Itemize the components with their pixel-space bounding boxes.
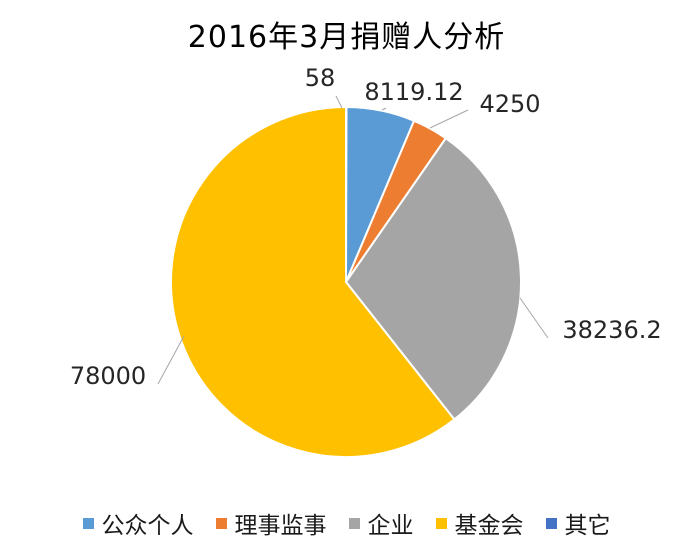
chart-legend: 公众个人 理事监事 企业 基金会 其它 bbox=[0, 506, 693, 540]
legend-item-4: 基金会 bbox=[435, 506, 524, 540]
pie-slice-3 bbox=[344, 136, 522, 421]
legend-label: 基金会 bbox=[454, 513, 524, 539]
legend-swatch bbox=[82, 517, 94, 529]
leader-line-3 bbox=[519, 297, 549, 339]
chart-title: 2016年3月捐赠人分析 bbox=[187, 20, 506, 55]
legend-label: 公众个人 bbox=[101, 513, 194, 539]
leader-line-2 bbox=[429, 109, 469, 129]
leader-line-4 bbox=[157, 335, 185, 385]
legend-swatch bbox=[215, 517, 227, 529]
legend-swatch bbox=[435, 517, 447, 529]
data-label-5: 58 bbox=[305, 64, 336, 92]
data-label-2: 4250 bbox=[479, 90, 540, 118]
legend-item-1: 公众个人 bbox=[82, 506, 194, 540]
legend-item-3: 企业 bbox=[348, 506, 414, 540]
legend-swatch bbox=[348, 517, 360, 529]
leader-line-5 bbox=[335, 95, 343, 109]
legend-item-5: 其它 bbox=[545, 506, 611, 540]
legend-label: 企业 bbox=[367, 513, 414, 539]
data-label-4: 78000 bbox=[70, 362, 146, 390]
legend-swatch bbox=[545, 517, 557, 529]
data-label-3: 38236.2 bbox=[562, 316, 661, 344]
legend-label: 理事监事 bbox=[234, 513, 327, 539]
pie-slice-4 bbox=[170, 105, 456, 458]
data-label-1: 8119.12 bbox=[364, 78, 463, 106]
legend-label: 其它 bbox=[564, 513, 611, 539]
leader-line-1 bbox=[381, 107, 387, 111]
legend-item-2: 理事监事 bbox=[215, 506, 327, 540]
